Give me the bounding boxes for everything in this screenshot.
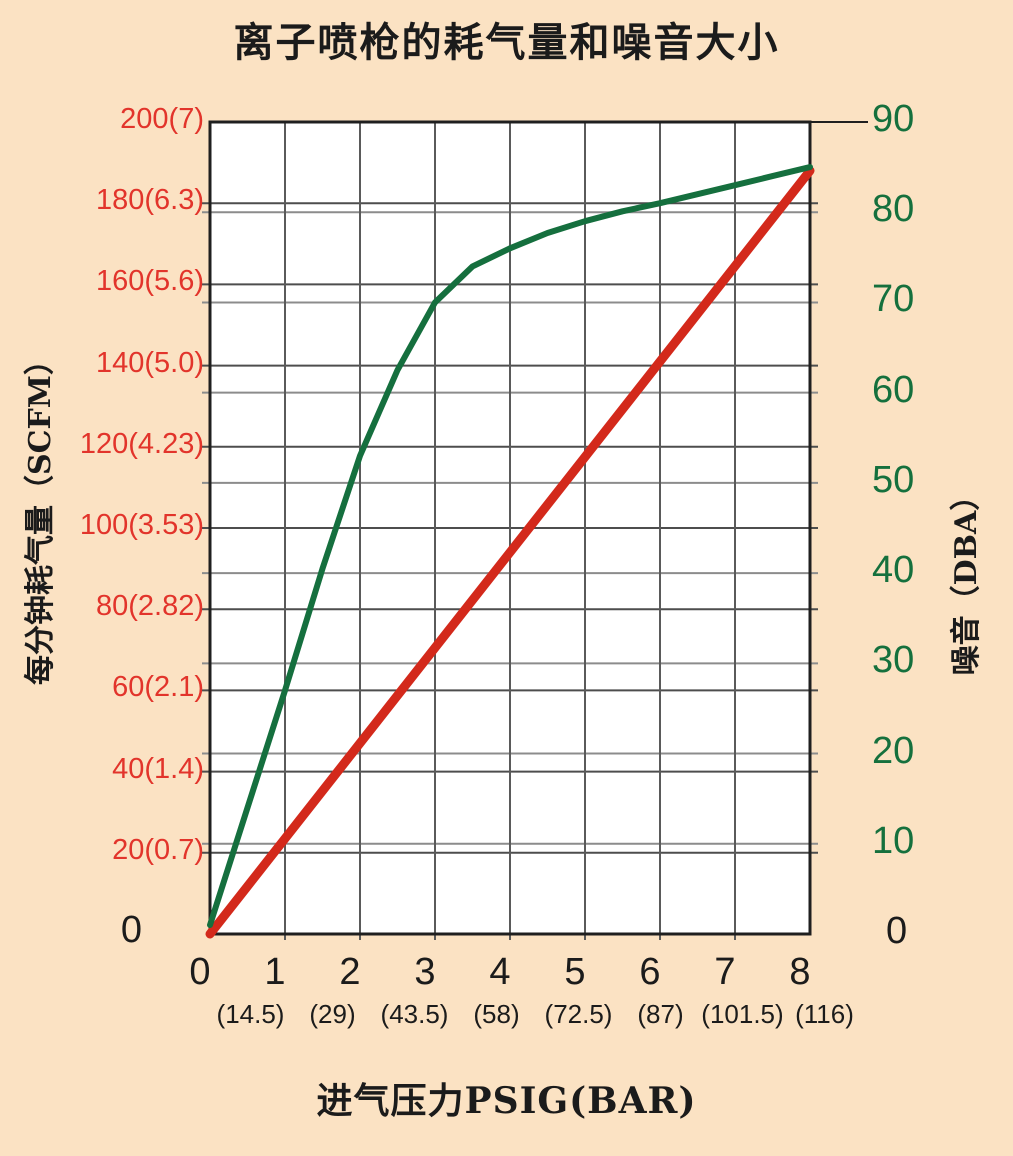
x-sub-tick-label: (14.5) [216,999,285,1029]
y-right-axis-title: 噪音（DBA） [949,480,984,676]
y-right-tick-label: 80 [872,188,915,231]
x-tick-label: 6 [639,951,661,993]
x-sub-tick-label: (87) [637,999,684,1029]
y-left-tick-label: 160(5.6) [95,265,204,298]
x-sub-tick-label: (72.5) [544,999,613,1029]
x-tick-label: 5 [564,951,586,993]
y-right-tick-label: 40 [872,549,915,592]
x-tick-label: 2 [339,951,361,993]
y-left-tick-label: 20(0.7) [112,833,204,866]
noise-curve [207,164,813,928]
y-right-tick-label: 50 [872,458,915,501]
x-axis-title: 进气压力PSIG(BAR) [316,1080,697,1122]
y-left-tick-label: 60(2.1) [112,671,204,704]
x-sub-tick-label: (58) [473,999,520,1029]
x-sub-tick-label: (101.5) [701,999,784,1029]
y-left-tick-label: 200(7) [120,103,204,135]
x-tick-label: 3 [414,951,436,993]
x-tick-label: 8 [789,951,811,993]
air-consumption-line [205,166,815,939]
y-right-tick-label: 30 [872,639,915,682]
y-left-tick-label: 120(4.23) [79,427,204,460]
y-right-tick-label: 20 [872,729,915,772]
y-right-tick-label: 10 [872,819,915,862]
y-left-tick-label: 80(2.82) [95,590,204,623]
y-left-tick-label: 40(1.4) [112,752,204,785]
x-sub-tick-label: (116) [795,999,854,1029]
x-tick-label: 1 [264,951,286,993]
y-right-tick-label: 60 [872,368,915,411]
x-sub-tick-label: (43.5) [380,999,449,1029]
y-left-tick-label: 180(6.3) [95,184,204,217]
y-right-tick-label: 70 [872,278,915,321]
x-tick-label: 7 [714,951,736,993]
y-left-tick-label: 0 [120,909,142,951]
y-left-tick-label: 100(3.53) [79,509,204,541]
y-left-tick-label: 140(5.0) [95,346,204,379]
x-tick-label: 4 [489,951,511,993]
chart-title: 离子喷枪的耗气量和噪音大小 [233,19,780,66]
x-tick-label: 0 [189,951,211,993]
y-right-tick-label: 90 [872,98,915,140]
y-right-tick-label: 0 [886,910,908,952]
x-sub-tick-label: (29) [309,999,356,1029]
